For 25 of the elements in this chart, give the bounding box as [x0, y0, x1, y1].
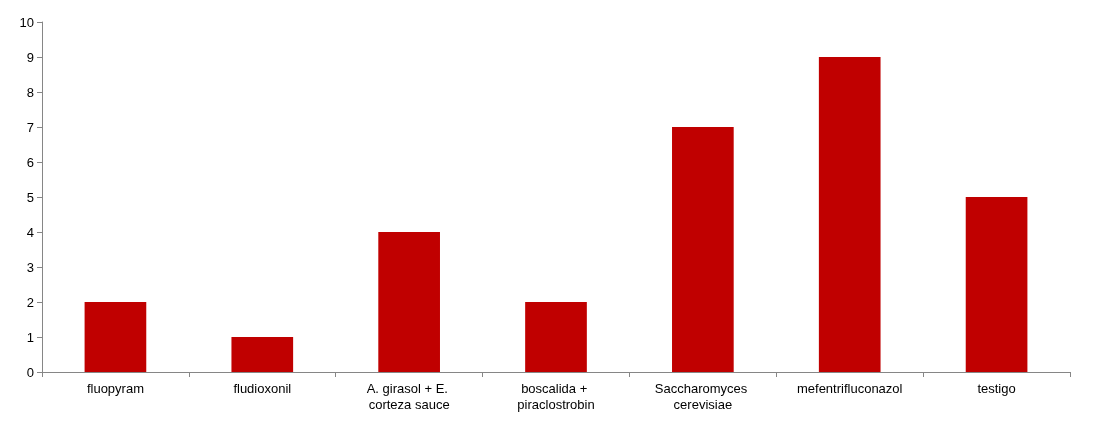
y-tick-label: 8	[26, 84, 34, 100]
bar	[818, 57, 881, 372]
bar	[672, 127, 734, 372]
x-tick-label: mefentrifluconazol	[796, 380, 903, 396]
x-tick-label: Saccharomyces cerevisiae	[654, 380, 751, 412]
bar	[378, 232, 440, 372]
bar	[525, 302, 587, 372]
y-tick-label: 6	[26, 154, 34, 170]
bar	[965, 197, 1028, 372]
bar	[84, 302, 147, 372]
y-tick-label: 10	[19, 14, 34, 30]
y-tick-label: 2	[26, 294, 34, 310]
y-tick-label: 1	[26, 329, 34, 345]
y-tick-label: 4	[26, 224, 34, 240]
y-tick-label: 9	[26, 49, 34, 65]
y-tick-label: 3	[26, 259, 34, 275]
x-tick-label: testigo	[977, 380, 1016, 396]
x-tick-label: fluopyram	[86, 380, 144, 396]
x-tick-label: A. girasol + E. corteza sauce	[366, 380, 452, 412]
x-tick-label: boscalida + piraclostrobin	[517, 380, 595, 412]
bar	[231, 337, 294, 372]
x-tick-label: fludioxonil	[233, 380, 292, 396]
y-tick-label: 7	[26, 119, 34, 135]
y-tick-label: 5	[26, 189, 34, 205]
y-tick-label: 0	[26, 364, 34, 380]
